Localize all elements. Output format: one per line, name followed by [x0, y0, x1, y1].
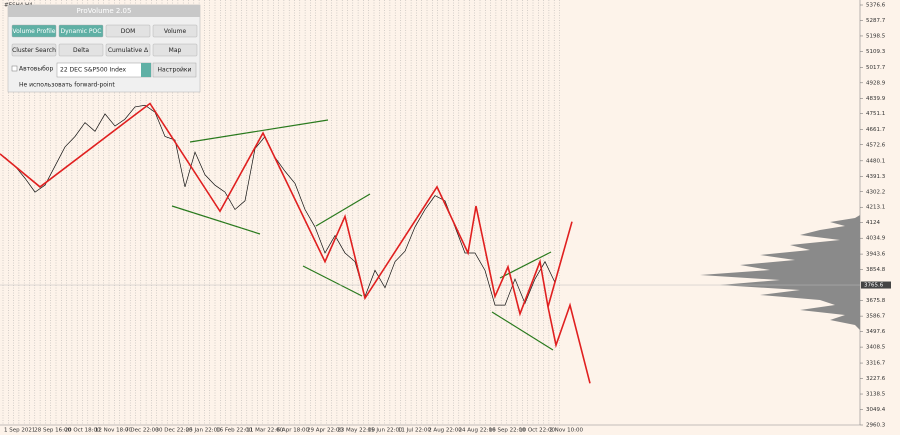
current-price-box — [861, 281, 891, 289]
date-label: 29 Apr 22:00 — [307, 428, 343, 434]
price-tick-label: 4572.6 — [866, 142, 886, 148]
date-label: 11 Jul 22:00 — [398, 428, 431, 434]
price-tick-label: 3497.6 — [866, 329, 886, 335]
panel-button-label[interactable]: Cluster Search — [12, 47, 56, 54]
price-tick-label: 3049.4 — [866, 407, 886, 413]
price-tick-label: 3943.6 — [866, 252, 886, 258]
panel-title: ProVolume 2.05 — [77, 7, 132, 15]
price-tick-label: 5376.6 — [866, 3, 886, 9]
forecast-line — [547, 302, 591, 384]
price-tick-label: 4751.1 — [866, 111, 885, 117]
price-tick-label: 5109.3 — [866, 49, 886, 55]
date-label: 16 Feb 22:00 — [216, 428, 253, 434]
price-tick-label: 4302.2 — [866, 189, 885, 195]
panel-button-label[interactable]: Volume Profile — [13, 28, 56, 35]
settings-label[interactable]: Настройки — [158, 67, 192, 74]
trend-line — [499, 251, 552, 279]
checkbox-label[interactable]: Автовыбор — [19, 66, 53, 73]
price-tick-label: 5017.7 — [866, 65, 886, 71]
date-label: 20 Oct 18:00 — [65, 428, 101, 434]
current-price-label: 3765.6 — [864, 283, 884, 289]
panel-button[interactable] — [58, 43, 104, 57]
provolume-panel: ProVolume 2.05 Volume Profile Dynamic POC… — [7, 4, 201, 93]
trend-line — [171, 205, 261, 235]
price-tick-label: 3586.7 — [866, 314, 886, 320]
date-label: 6 Apr 18:00 — [277, 428, 310, 434]
trend-line — [315, 193, 371, 227]
volume-profile — [700, 215, 860, 330]
zigzag-line — [0, 102, 573, 317]
panel-button-label[interactable]: Volume — [164, 28, 187, 35]
price-tick-label: 3408.5 — [866, 345, 886, 351]
panel-button-label[interactable]: DOM — [121, 28, 136, 35]
date-label: 2 Aug 22:00 — [428, 428, 462, 434]
price-tick-label: 4391.3 — [866, 174, 886, 180]
price-tick-label: 3854.8 — [866, 267, 886, 273]
panel-button-label[interactable]: Dynamic POC — [61, 28, 102, 35]
panel-button[interactable] — [152, 24, 198, 38]
price-tick-label: 4213.1 — [866, 205, 885, 211]
panel-button[interactable] — [105, 24, 151, 38]
date-label: 15 Jun 22:00 — [368, 428, 403, 434]
dropdown-text[interactable]: 22 DEC S&P500 Index — [60, 67, 126, 74]
date-label: 28 Sep 16:00 — [34, 428, 71, 434]
price-tick-label: 4480.1 — [866, 158, 885, 164]
panel-button[interactable] — [11, 24, 57, 38]
date-label: 24 Aug 22:00 — [459, 428, 497, 434]
trend-line — [189, 119, 329, 143]
price-tick-label: 3316.7 — [866, 361, 886, 367]
date-label: 23 May 22:00 — [337, 428, 375, 434]
price-tick-label: 5198.5 — [866, 33, 886, 39]
price-tick-label: 3675.8 — [866, 298, 886, 304]
dropdown-arrow[interactable] — [141, 63, 151, 77]
date-label: 11 Mar 22:00 — [246, 428, 283, 434]
trend-line — [302, 265, 363, 297]
checkbox[interactable] — [11, 65, 18, 72]
date-label: 25 Jan 22:00 — [186, 428, 221, 434]
price-tick-label: 4661.7 — [866, 127, 886, 133]
trend-lines — [171, 119, 554, 351]
panel-titlebar — [8, 5, 200, 17]
panel-note: Не использовать forward-point — [19, 82, 115, 89]
date-label: 10 Oct 22:00 — [519, 428, 555, 434]
panel-button-label[interactable]: Cumulative Δ — [108, 47, 149, 54]
price-line — [4, 104, 556, 306]
panel-button-label[interactable]: Delta — [73, 47, 89, 54]
panel-button[interactable] — [58, 24, 104, 38]
price-tick-label: 4124 — [866, 220, 880, 226]
date-label: 16 Sep 22:00 — [489, 428, 526, 434]
date-label: 30 Dec 22:00 — [156, 428, 193, 434]
panel-button[interactable] — [152, 43, 198, 57]
date-label: 7 Dec 22:00 — [125, 428, 159, 434]
price-axis-bg — [860, 0, 900, 435]
price-tick-label: 2960.3 — [866, 423, 886, 429]
date-label: 2 Nov 10:00 — [549, 428, 583, 434]
trend-line — [491, 311, 554, 351]
price-tick-label: 4928.9 — [866, 80, 886, 86]
settings-button[interactable] — [152, 62, 197, 78]
panel-button[interactable] — [105, 43, 151, 57]
price-tick-label: 4034.9 — [866, 236, 886, 242]
panel-button-label[interactable]: Map — [169, 47, 182, 54]
date-label: 12 Nov 18:00 — [95, 428, 133, 434]
price-tick-label: 3138.5 — [866, 392, 886, 398]
price-tick-label: 3227.6 — [866, 376, 886, 382]
price-tick-label: 4839.9 — [866, 96, 886, 102]
panel-button[interactable] — [11, 43, 57, 57]
price-tick-label: 5287.7 — [866, 18, 886, 24]
date-label: 1 Sep 2021 — [4, 428, 35, 434]
